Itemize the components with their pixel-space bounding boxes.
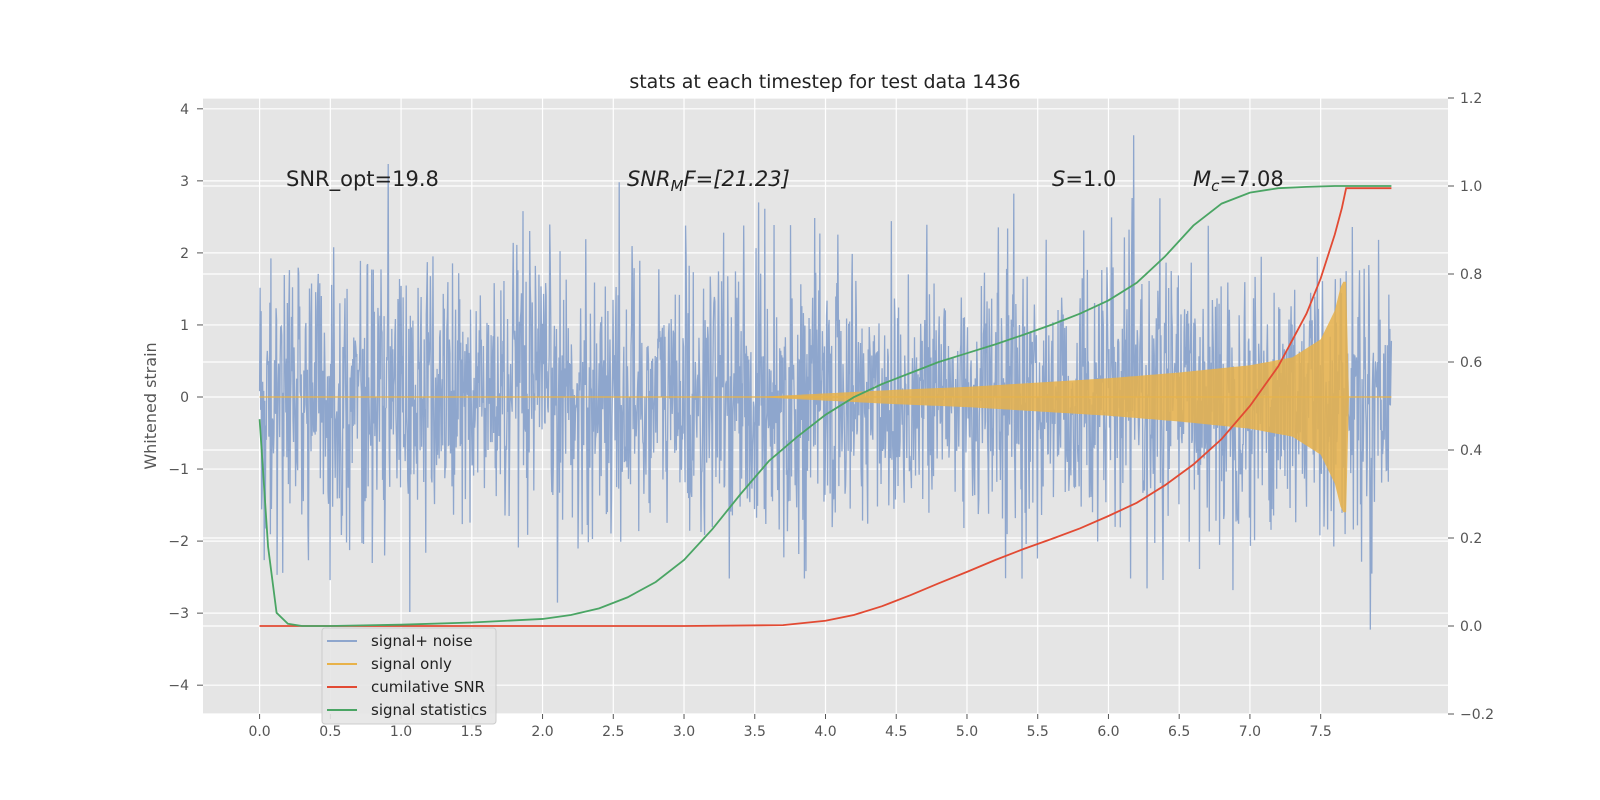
x-tick-label: 7.5	[1310, 724, 1332, 740]
y-tick-label: −2	[168, 534, 189, 550]
series-cumulative-snr	[259, 187, 1392, 627]
s-value: =1.0	[1065, 167, 1116, 191]
mc-symbol: M	[1193, 167, 1211, 191]
x-tick-label: 7.0	[1239, 724, 1261, 740]
mc-subscript: c	[1211, 177, 1220, 195]
chart-title: stats at each timestep for test data 143…	[629, 71, 1020, 93]
y2-tick-label: 0.0	[1460, 619, 1482, 635]
x-tick-label: 2.0	[531, 724, 553, 740]
y-tick-label: −4	[168, 678, 189, 694]
series-layer	[258, 135, 1393, 630]
snr-mf-value: F=[21.23]	[684, 167, 790, 191]
y2-tick-label: 1.0	[1460, 179, 1482, 195]
annotation-s: S=1.0	[1052, 167, 1116, 191]
legend-label-stats: signal statistics	[371, 701, 487, 719]
x-tick-label: 5.5	[1027, 724, 1049, 740]
y2-tick-label: 0.2	[1460, 531, 1482, 547]
x-tick-label: 3.0	[673, 724, 695, 740]
x-tick-label: 4.5	[885, 724, 907, 740]
mc-value: =7.08	[1219, 167, 1283, 191]
y-tick-label: −1	[168, 462, 189, 478]
y-tick-label: 1	[180, 318, 189, 334]
axis-ticks: 0.0 0.5 1.0 1.5 2.0 2.5 3.0 3.5 4.0 4.5 5.0 5.5 6.0 6…	[168, 91, 1494, 740]
legend: signal+ noise signal only cumilative SNR…	[321, 627, 497, 725]
x-tick-label: 1.0	[390, 724, 412, 740]
x-tick-label: 4.0	[814, 724, 836, 740]
legend-box	[321, 627, 497, 725]
x-tick-label: 5.0	[956, 724, 978, 740]
annotation-mc: Mc=7.08	[1193, 167, 1284, 195]
x-tick-label: 0.0	[248, 724, 270, 740]
x-tick-label: 0.5	[319, 724, 341, 740]
series-signal-statistics	[258, 185, 1392, 627]
x-tick-label: 2.5	[602, 724, 624, 740]
y-axis-label: Whitened strain	[141, 342, 160, 469]
legend-label-noise: signal+ noise	[371, 632, 473, 650]
snr-mf-subscript: M	[671, 177, 684, 195]
y2-tick-label: 0.8	[1460, 267, 1482, 283]
y-tick-label: −3	[168, 606, 189, 622]
y-tick-label: 3	[180, 174, 189, 190]
y2-tick-label: 0.4	[1460, 443, 1482, 459]
x-tick-label: 6.0	[1097, 724, 1119, 740]
x-tick-label: 3.5	[744, 724, 766, 740]
y-tick-label: 2	[180, 246, 189, 262]
y2-tick-label: 0.6	[1460, 355, 1482, 371]
y-tick-label: 0	[180, 390, 189, 406]
x-tick-label: 1.5	[461, 724, 483, 740]
snr-mf-symbol: SNR	[627, 167, 671, 191]
series-signal-noise	[258, 135, 1393, 630]
y-tick-label: 4	[180, 102, 189, 118]
annotation-snr-mf: SNRMF=[21.23]	[627, 167, 790, 195]
y2-tick-label: 1.2	[1460, 91, 1482, 107]
annotation-snr-opt: SNR_opt=19.8	[286, 167, 439, 192]
s-symbol: S	[1052, 167, 1065, 191]
legend-label-signal: signal only	[371, 655, 452, 673]
x-tick-label: 6.5	[1168, 724, 1190, 740]
y2-tick-label: −0.2	[1460, 707, 1494, 723]
legend-label-snr: cumilative SNR	[371, 678, 485, 696]
